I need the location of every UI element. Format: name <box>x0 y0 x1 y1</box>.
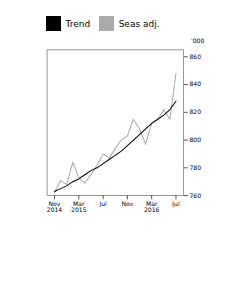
svg-text:Jul: Jul <box>171 199 180 207</box>
svg-text:'000: '000 <box>191 36 204 43</box>
html-text:Trend: Trend <box>65 18 91 29</box>
svg-text:820: 820 <box>189 108 201 115</box>
svg-text:860: 860 <box>189 52 201 59</box>
svg-text:Mar2016: Mar2016 <box>144 199 160 212</box>
svg-text:760: 760 <box>189 191 201 198</box>
svg-text:Jul: Jul <box>98 199 107 207</box>
svg-text:Nov: Nov <box>121 199 133 206</box>
svg-text:Mar2015: Mar2015 <box>71 199 87 212</box>
svg-text:840: 840 <box>189 80 201 87</box>
svg-text:780: 780 <box>189 163 201 170</box>
html-text:Seas adj.: Seas adj. <box>118 18 160 29</box>
svg-text:Nov2014: Nov2014 <box>47 199 63 212</box>
svg-text:800: 800 <box>189 136 201 143</box>
